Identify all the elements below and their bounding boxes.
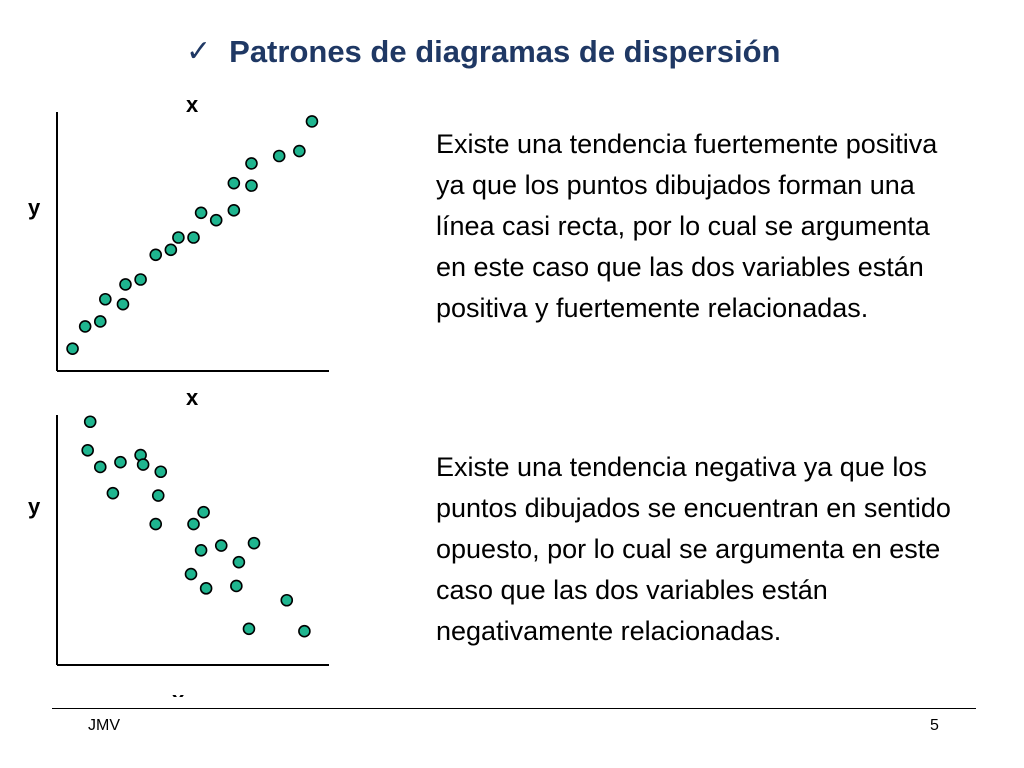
negative-trend-description: Existe una tendencia negativa ya que los… (436, 452, 951, 646)
scatter-point (214, 539, 228, 552)
x-axis-label-bottom: x (172, 687, 185, 697)
scatter-point (194, 543, 208, 557)
slide-title: Patrones de diagramas de dispersión (229, 34, 781, 69)
scatter-point (209, 213, 223, 227)
y-axis-label: y (28, 494, 41, 519)
scatter-point (116, 297, 130, 311)
scatter-point (187, 517, 200, 531)
scatter-point (247, 536, 261, 550)
footer-divider (52, 708, 976, 709)
positive-trend-description: Existe una tendencia fuertemente positiv… (436, 129, 938, 323)
scatter-point (172, 231, 185, 244)
footer-author: JMV (88, 717, 120, 734)
scatter-point (134, 273, 147, 286)
scatter-point (106, 486, 120, 500)
scatter-point (78, 320, 92, 333)
scatter-point (114, 455, 127, 469)
negative-scatter-plot: x x y (20, 385, 340, 697)
scatter-point (149, 248, 163, 262)
scatter-point (293, 144, 306, 158)
scatter-point (230, 579, 243, 593)
check-icon: ✓ (186, 35, 212, 68)
scatter-point (93, 315, 107, 328)
scatter-point (151, 489, 165, 502)
y-axis-label: y (28, 195, 41, 220)
scatter-point (119, 278, 132, 291)
scatter-point (81, 444, 94, 457)
scatter-point (187, 231, 200, 244)
scatter-point (83, 415, 97, 429)
scatter-point (298, 624, 311, 638)
positive-scatter-chart: xy (28, 92, 329, 372)
scatter-point (197, 505, 210, 519)
scatter-point (93, 460, 107, 474)
scatter-point (199, 582, 213, 595)
scatter-point (164, 243, 178, 257)
scatter-point (149, 517, 163, 531)
scatter-point (305, 115, 319, 128)
scatter-point (184, 567, 198, 581)
x-axis-label: x (186, 385, 199, 410)
negative-scatter-chart: x x y (28, 385, 329, 697)
scatter-point (66, 342, 79, 355)
slide-title-row: ✓ Patrones de diagramas de dispersión (186, 34, 780, 70)
scatter-point (154, 465, 168, 479)
scatter-point (227, 204, 241, 217)
scatter-point (136, 458, 150, 471)
scatter-point (245, 179, 258, 192)
scatter-point (194, 206, 208, 220)
scatter-point (99, 292, 112, 306)
scatter-point (242, 622, 256, 636)
page-number: 5 (930, 717, 939, 734)
scatter-point (272, 149, 286, 163)
scatter-point (245, 157, 258, 170)
scatter-point (227, 176, 241, 190)
x-axis-label: x (186, 92, 199, 117)
scatter-point (232, 555, 246, 569)
scatter-point (280, 593, 294, 607)
